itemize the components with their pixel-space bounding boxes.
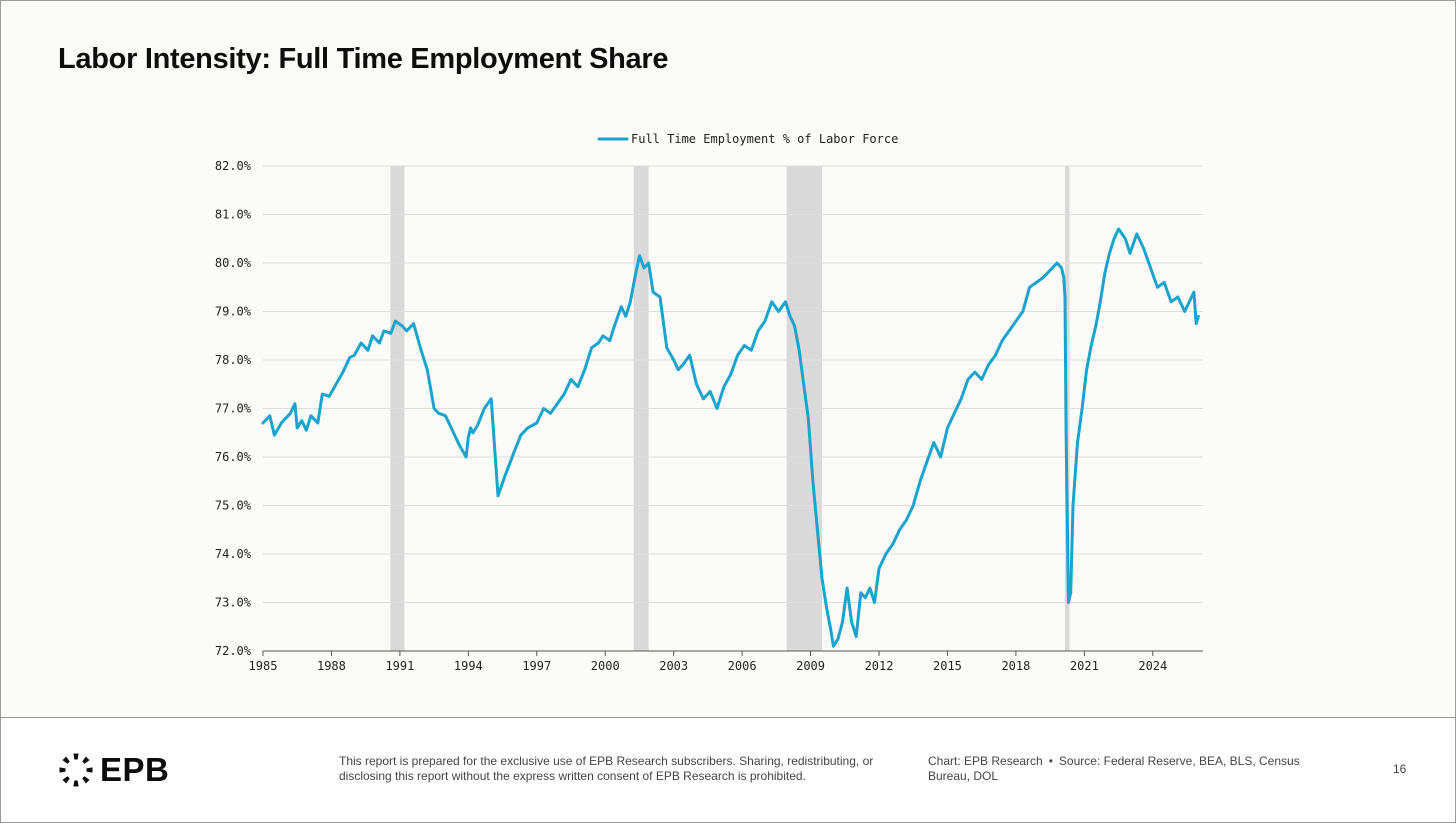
x-tick-label: 2000 [591, 659, 620, 673]
chart-credit: Chart: EPB Research [928, 754, 1043, 768]
legend-label: Full Time Employment % of Labor Force [631, 132, 898, 146]
line-chart: 72.0% 73.0% 74.0% 75.0% 76.0% 77.0% 78.0% 79.0%… [215, 132, 1203, 673]
x-tick-label: 2024 [1138, 659, 1167, 673]
x-tick-label: 2012 [865, 659, 894, 673]
series-group [261, 227, 1200, 648]
legend: Full Time Employment % of Labor Force [597, 132, 898, 146]
separator-dot: • [1048, 754, 1053, 768]
x-tick-label: 2015 [933, 659, 962, 673]
sunburst-logo-icon [59, 753, 93, 787]
y-tick-label: 74.0% [215, 547, 252, 561]
y-tick-label: 75.0% [215, 499, 252, 513]
logo-text: EPB [100, 751, 170, 788]
x-tick-label: 1988 [317, 659, 346, 673]
x-tick-label: 2021 [1070, 659, 1099, 673]
y-tick-label: 73.0% [215, 596, 252, 610]
y-tick-label: 77.0% [215, 402, 252, 416]
y-tick-label: 82.0% [215, 159, 252, 173]
x-tick-label: 1997 [522, 659, 551, 673]
y-tick-label: 76.0% [215, 450, 252, 464]
source-text: Source: Federal Reserve, BEA, BLS, Censu… [928, 754, 1300, 783]
axes [262, 650, 1203, 656]
y-tick-label: 78.0% [215, 353, 252, 367]
gridlines [263, 165, 1203, 603]
x-tick-label: 2006 [728, 659, 757, 673]
page-title: Labor Intensity: Full Time Employment Sh… [58, 43, 669, 75]
x-axis-tick-labels: 1985 1988 1991 1994 1997 2000 2003 2006 2009 2012… [249, 659, 1168, 673]
x-tick-label: 2003 [659, 659, 688, 673]
y-tick-label: 81.0% [215, 208, 252, 222]
y-tick-label: 79.0% [215, 305, 252, 319]
y-tick-label: 72.0% [215, 644, 252, 658]
series-line-1 [261, 227, 1200, 648]
x-tick-label: 2009 [796, 659, 825, 673]
footer: EPB This report is prepared for the excl… [1, 717, 1455, 822]
chart-credits: Chart: EPB Research • Source: Federal Rese… [928, 754, 1308, 784]
x-tick-label: 1985 [249, 659, 278, 673]
y-axis-tick-labels: 72.0% 73.0% 74.0% 75.0% 76.0% 77.0% 78.0% 79.0%… [215, 159, 252, 658]
epb-logo: EPB [58, 751, 170, 788]
x-tick-label: 1994 [454, 659, 483, 673]
disclaimer-text: This report is prepared for the exclusiv… [339, 754, 874, 783]
x-tick-label: 1991 [385, 659, 414, 673]
x-tick-label: 2018 [1001, 659, 1030, 673]
y-tick-label: 80.0% [215, 256, 252, 270]
page-number: 16 [1393, 762, 1407, 776]
